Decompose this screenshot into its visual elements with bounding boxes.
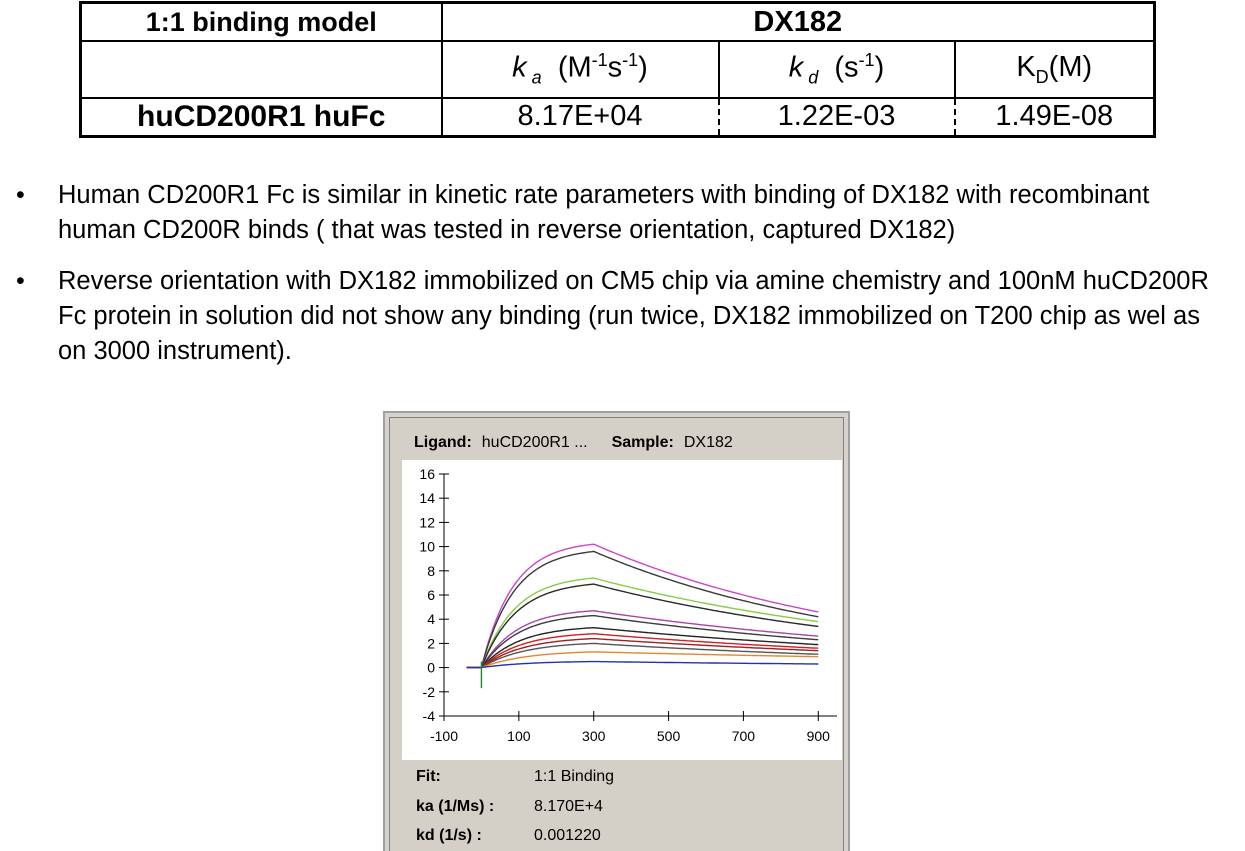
sensorgram-curve — [466, 651, 819, 669]
sensorgram-plot: -4 -2 0 2 4 6 8 10 12 14 16 -100 100 300 500 700 900 — [402, 460, 842, 760]
model-label-cell: 1:1 binding model — [79, 1, 443, 43]
fit-label: Fit: — [416, 768, 441, 785]
sample-header-cell: DX182 — [440, 1, 1156, 43]
kd-header-cell: k d (s-1) — [717, 40, 956, 99]
sensorgram-curve — [466, 660, 819, 669]
bullet-dot: • — [16, 181, 25, 209]
x-tick-label: -100 — [430, 728, 458, 744]
sensorgram-curve — [466, 609, 819, 669]
y-tick-label: 14 — [419, 490, 435, 506]
bullet-text: Human CD200R1 Fc is similar in kinetic r… — [58, 181, 1150, 244]
sensorgram-curve — [466, 550, 819, 669]
ka-fit-row: ka (1/Ms) : 8.170E+4 — [416, 798, 603, 816]
ligand-value: huCD200R1 ... — [481, 434, 588, 451]
row-name-cell: huCD200R1 huFc — [79, 96, 443, 138]
sensorgram-curve — [466, 577, 819, 669]
bullet-text: Reverse orientation with DX182 immobiliz… — [58, 267, 1209, 365]
sensorgram-curve — [466, 583, 819, 669]
empty-header-cell — [79, 40, 443, 99]
sensorgram-curve — [466, 632, 819, 669]
bullet-item: • Human CD200R1 Fc is similar in kinetic… — [0, 178, 1245, 248]
x-tick-label: 300 — [582, 728, 606, 744]
y-tick-label: 8 — [427, 563, 435, 579]
y-tick-label: 2 — [427, 635, 435, 651]
x-tick-label: 700 — [732, 728, 756, 744]
sensorgram-panel-inner: Ligand: huCD200R1 ... Sample: DX182 -4 -2 0 2 4… — [389, 417, 844, 851]
bullet-dot: • — [16, 267, 25, 295]
x-tick-label: 100 — [507, 728, 531, 744]
bullet-item: • Reverse orientation with DX182 immobil… — [0, 264, 1245, 369]
sensorgram-curve — [466, 614, 819, 669]
x-tick-label: 500 — [657, 728, 681, 744]
y-tick-label: -2 — [423, 684, 436, 700]
kinetics-table: 1:1 binding model DX182 k a (M-1s-1) k d… — [79, 1, 1156, 138]
sample-value: DX182 — [683, 434, 733, 451]
kd-fit-label: kd (1/s) : — [416, 827, 482, 844]
fit-value: 1:1 Binding — [534, 768, 615, 785]
KD-value-cell: 1.49E-08 — [953, 96, 1156, 138]
sensorgram-curve — [466, 626, 819, 669]
sensorgram-chart: -4 -2 0 2 4 6 8 10 12 14 16 -100 100 300 500 700 900 — [419, 466, 837, 744]
sensorgram-panel: Ligand: huCD200R1 ... Sample: DX182 -4 -2 0 2 4… — [383, 411, 850, 851]
ka-fit-value: 8.170E+4 — [534, 798, 603, 815]
kd-value-cell: 1.22E-03 — [717, 96, 956, 138]
x-tick-label: 900 — [807, 728, 831, 744]
sensorgram-curve — [466, 637, 819, 669]
ka-value-cell: 8.17E+04 — [440, 96, 720, 138]
fit-row: Fit: 1:1 Binding — [416, 768, 614, 786]
ka-header-cell: k a (M-1s-1) — [440, 40, 720, 99]
y-tick-label: 12 — [419, 514, 435, 530]
sample-label: Sample: — [611, 434, 674, 451]
sensorgram-curve — [466, 543, 819, 669]
ligand-label: Ligand: — [414, 434, 472, 451]
y-tick-label: 0 — [427, 660, 435, 676]
bullet-list: • Human CD200R1 Fc is similar in kinetic… — [0, 178, 1245, 369]
panel-header: Ligand: huCD200R1 ... Sample: DX182 — [414, 434, 733, 452]
y-tick-label: 6 — [427, 587, 435, 603]
y-tick-label: -4 — [423, 708, 436, 724]
y-tick-label: 16 — [419, 466, 435, 482]
y-tick-label: 10 — [419, 539, 435, 555]
ka-fit-label: ka (1/Ms) : — [416, 798, 495, 815]
y-tick-label: 4 — [427, 611, 435, 627]
kd-fit-value: 0.001220 — [534, 827, 601, 844]
sensorgram-curve — [466, 642, 819, 669]
KD-header-cell: KD(M) — [953, 40, 1156, 99]
kd-fit-row: kd (1/s) : 0.001220 — [416, 827, 601, 845]
